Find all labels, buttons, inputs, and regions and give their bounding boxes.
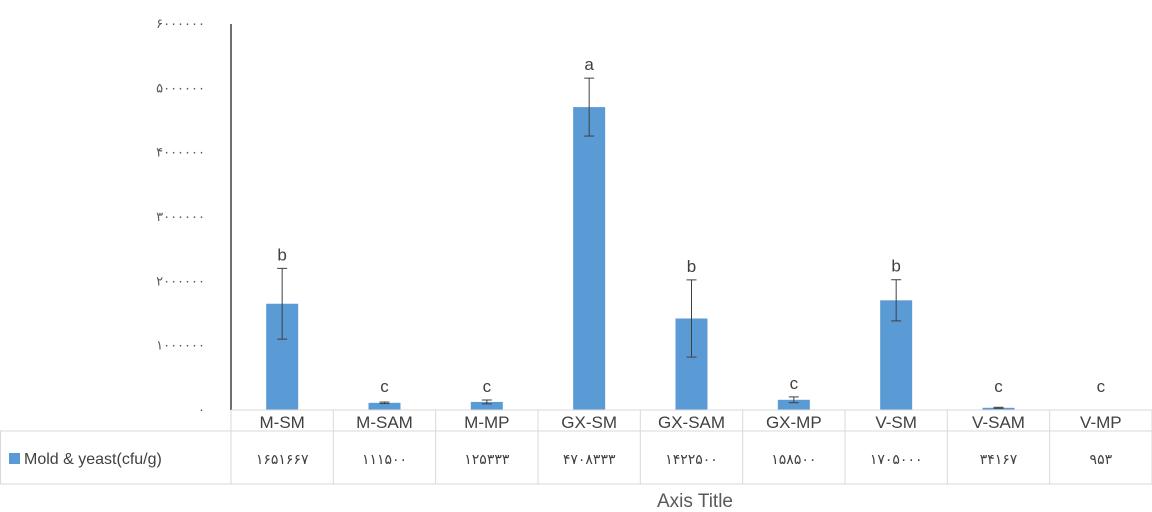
y-tick-label: ۵۰۰۰۰۰۰ <box>156 81 205 96</box>
legend-swatch <box>9 453 20 464</box>
y-axis-ticks: ۰ ۱۰۰۰۰۰۰ ۲۰۰۰۰۰۰ ۳۰۰۰۰۰۰ ۴۰۰۰۰۰۰ ۵۰۰۰۰۰۰ ۶۰۰۰… <box>156 17 205 418</box>
table-value: ۱۶۵۱۶۶۷ <box>256 452 309 468</box>
table-value: ۳۴۱۶۷ <box>980 452 1018 468</box>
error-bars <box>277 77 1004 409</box>
significance-label: c <box>1097 377 1106 396</box>
table-value: ۱۴۲۲۵۰۰ <box>665 452 718 468</box>
y-tick-label: ۲۰۰۰۰۰۰ <box>156 274 205 289</box>
significance-label: b <box>891 257 900 276</box>
bar <box>573 107 606 411</box>
bar <box>470 401 503 410</box>
category-label: V-SAM <box>972 413 1025 432</box>
x-axis-title: Axis Title <box>657 491 733 512</box>
bar <box>982 407 1015 410</box>
category-label: M-MP <box>464 413 509 432</box>
table-value: ۱۱۱۵۰۰ <box>362 452 407 468</box>
data-table: M-SM ۱۶۵۱۶۶۷ M-SAM ۱۱۱۵۰۰ M-MP ۱۲۵۳۳۳ GX-SM ۴۷۰… <box>0 409 1152 485</box>
significance-label: b <box>277 245 286 264</box>
category-label: M-SAM <box>356 413 413 432</box>
table-value: ۴۷۰۸۳۳۳ <box>563 452 616 468</box>
significance-label: c <box>483 377 492 396</box>
significance-label: a <box>584 55 594 74</box>
table-value: ۱۷۰۵۰۰۰ <box>870 452 923 468</box>
y-tick-label: ۶۰۰۰۰۰۰ <box>156 17 205 32</box>
category-label: V-MP <box>1080 413 1122 432</box>
legend-label: Mold & yeast(cfu/g) <box>24 451 162 468</box>
category-label: GX-MP <box>766 413 822 432</box>
table-value: ۹۵۳ <box>1090 452 1113 468</box>
table-value: ۱۲۵۳۳۳ <box>464 452 510 468</box>
significance-label: c <box>380 377 389 396</box>
y-tick-label: ۰ <box>198 403 205 418</box>
y-tick-label: ۱۰۰۰۰۰۰ <box>156 339 205 354</box>
bar <box>777 399 810 410</box>
category-label: GX-SAM <box>658 413 725 432</box>
significance-label: c <box>790 374 799 393</box>
significance-label: c <box>994 377 1003 396</box>
y-tick-label: ۳۰۰۰۰۰۰ <box>156 210 205 225</box>
bars <box>266 107 1015 411</box>
significance-label: b <box>687 257 696 276</box>
y-tick-label: ۴۰۰۰۰۰۰ <box>156 146 205 161</box>
significance-labels: b c c a b c b c c <box>277 55 1105 396</box>
category-label: GX-SM <box>561 413 617 432</box>
table-value: ۱۵۸۵۰۰ <box>771 452 816 468</box>
category-label: M-SM <box>260 413 305 432</box>
category-label: V-SM <box>875 413 917 432</box>
bar <box>368 402 401 410</box>
